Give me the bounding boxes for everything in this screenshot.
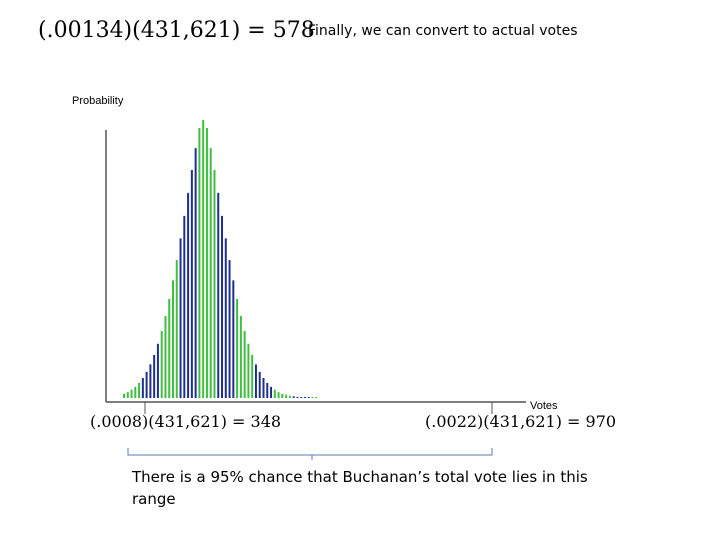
- x-axis-label: Votes: [530, 400, 558, 412]
- equation-top: (.00134)(431,621) = 578: [38, 18, 315, 43]
- y-axis-label: Probability: [72, 95, 124, 107]
- slide-heading: Finally, we can convert to actual votes: [308, 23, 578, 39]
- equation-left: (.0008)(431,621) = 348: [90, 412, 282, 431]
- range-bracket: [127, 448, 493, 460]
- equation-right: (.0022)(431,621) = 970: [425, 412, 617, 431]
- caption-text: There is a 95% chance that Buchanan’s to…: [132, 468, 588, 508]
